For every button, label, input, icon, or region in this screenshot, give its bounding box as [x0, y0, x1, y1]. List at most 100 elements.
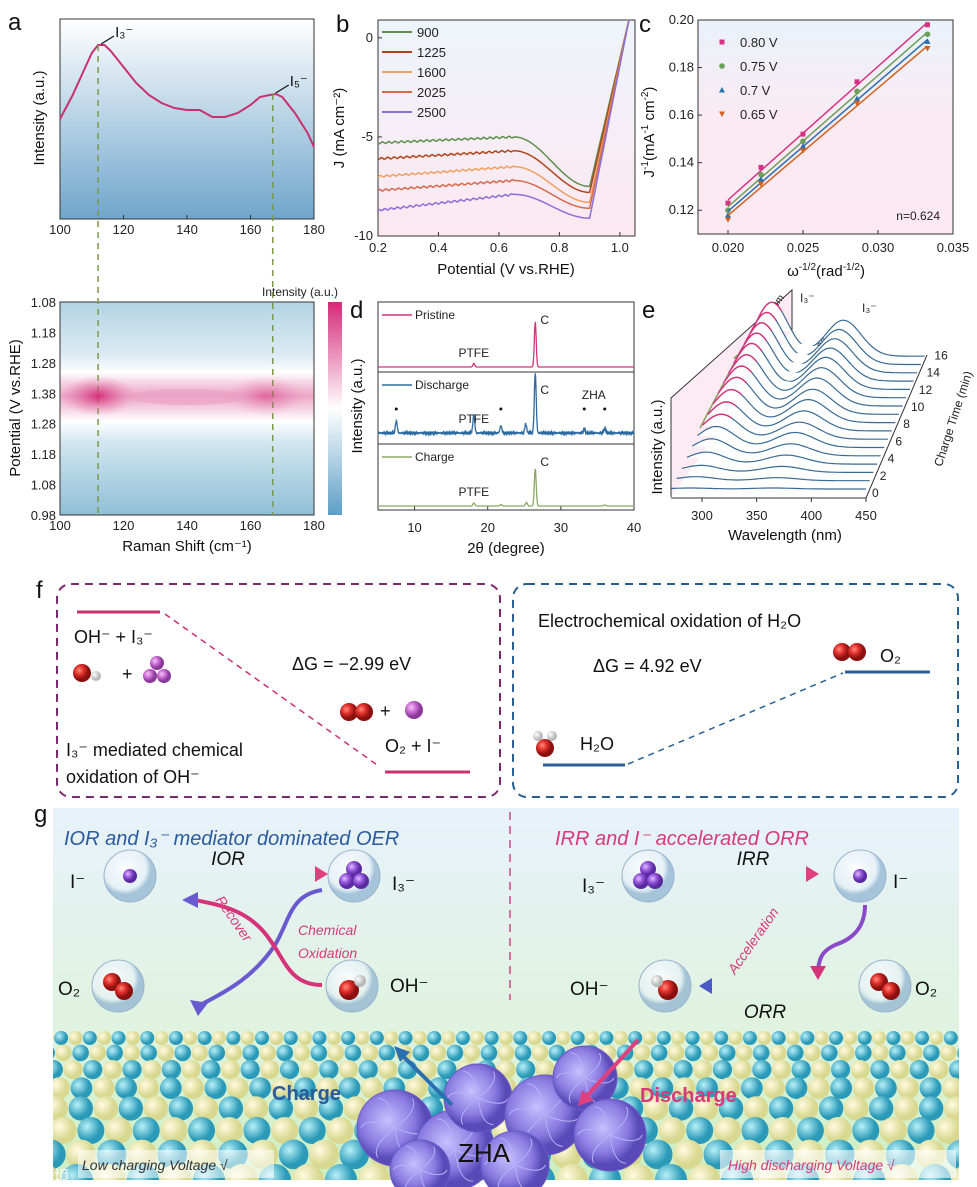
lattice-atom — [53, 1096, 69, 1121]
waterfall-time-axis — [865, 354, 928, 499]
lattice-atom — [298, 1031, 313, 1045]
zha-petal — [419, 1169, 426, 1187]
o2-label: O₂ — [880, 646, 901, 666]
lattice-atom — [958, 1034, 959, 1042]
lattice-atom — [634, 1060, 654, 1080]
lattice-atom — [890, 1060, 910, 1080]
uv-ztick-label: 12 — [919, 383, 933, 397]
uv-peak-highlight — [722, 365, 753, 384]
zha-petal — [570, 1052, 586, 1079]
kl-data-point — [758, 171, 764, 178]
lattice-atom — [299, 1060, 319, 1080]
lattice-atom — [355, 1031, 370, 1045]
kl-data-point — [924, 31, 931, 38]
lattice-atom — [338, 1077, 361, 1099]
lattice-atom — [585, 1031, 600, 1045]
kl-ytick-label: 0.12 — [669, 202, 694, 217]
heatmap-hotspot — [228, 376, 305, 416]
lattice-atom — [752, 1044, 770, 1062]
lattice-atom — [642, 1031, 657, 1045]
zha-peak-marker — [499, 407, 503, 411]
lattice-atom — [943, 1031, 958, 1045]
lattice-atom — [742, 1031, 757, 1045]
uv-spectrum-t3 — [686, 451, 877, 465]
lattice-atom — [412, 1031, 427, 1045]
peak-360-species: I₃⁻ — [862, 301, 877, 315]
o2-label: O₂ — [915, 979, 937, 1000]
uv-ztick-label: 14 — [927, 366, 941, 380]
lsv-ytick-label: 0 — [366, 30, 373, 45]
recover-curve-arrow — [194, 898, 323, 987]
uv-xtick-label: 300 — [691, 508, 713, 523]
lsv-curve-1225 — [377, 19, 630, 194]
lattice-atom — [326, 1031, 341, 1045]
lattice-atom — [843, 1031, 858, 1045]
lattice-atom — [204, 1077, 227, 1099]
annotation-arrow — [275, 84, 290, 94]
lattice-atom — [53, 1060, 63, 1080]
lattice-atom — [220, 1060, 241, 1080]
lattice-atom — [338, 1060, 359, 1080]
legend-label: 900 — [417, 25, 439, 40]
low-voltage-label: Low charging Voltage √ — [82, 1157, 228, 1173]
lattice-atom — [684, 1044, 702, 1062]
lattice-atom — [918, 1096, 944, 1121]
lattice-atom — [824, 1117, 852, 1144]
lattice-atom — [673, 1139, 703, 1170]
uv-spectrum-t4 — [691, 438, 881, 457]
lattice-atom — [807, 1077, 830, 1099]
lattice-atom — [516, 1060, 536, 1080]
lattice-atom — [174, 1044, 192, 1062]
zha-petal — [462, 1070, 479, 1099]
kl-ylabel-sup: -2 — [640, 91, 651, 100]
lattice-atom — [53, 1077, 70, 1099]
lattice-atom — [72, 1044, 89, 1062]
iodide-label: I⁻ — [893, 872, 908, 893]
zha-petal — [514, 1164, 523, 1187]
kl-data-point — [854, 95, 860, 101]
raman-xtick-label: 180 — [303, 222, 325, 237]
lattice-atom — [271, 1077, 294, 1099]
lattice-atom — [499, 1031, 513, 1045]
lattice-atom — [226, 1031, 241, 1045]
panel-label-a: a — [8, 9, 22, 36]
triiodide-ion-icon — [353, 873, 369, 889]
lattice-atom — [143, 1096, 169, 1121]
lattice-atom — [259, 1044, 277, 1062]
lattice-atom — [796, 1117, 824, 1144]
lattice-atom — [361, 1044, 379, 1062]
plus-sign: + — [122, 664, 133, 684]
legend-marker — [719, 63, 725, 69]
lattice-atom — [361, 1077, 383, 1099]
lattice-atom — [791, 1060, 811, 1080]
zha-petal — [584, 1052, 602, 1079]
discharge-arrow-head — [578, 1090, 594, 1106]
lattice-atom — [897, 1077, 920, 1099]
lattice-atom — [653, 1060, 674, 1080]
triiodide-ion-icon — [339, 873, 355, 889]
uv-peak-highlight — [707, 401, 738, 415]
lattice-atom — [555, 1164, 589, 1180]
heatmap-ytick-label: 0.98 — [31, 508, 56, 523]
heatmap-xtick-label: 140 — [176, 518, 198, 533]
peak-label: PTFE — [458, 485, 489, 499]
annotation-arrow — [100, 35, 115, 45]
lattice-atom — [741, 1117, 769, 1144]
lattice-atom — [868, 1096, 894, 1121]
kl-data-point — [924, 38, 931, 44]
lattice-atom — [743, 1096, 769, 1121]
lattice-atom — [818, 1096, 844, 1121]
oxidation-label: Oxidation — [298, 945, 357, 961]
uv-spectrum-t1 — [676, 476, 870, 482]
lattice-atom — [843, 1096, 869, 1121]
lattice-atom — [535, 1060, 555, 1080]
lattice-atom — [870, 1060, 890, 1080]
zha-petal — [460, 1097, 479, 1125]
zha-petal — [568, 1077, 586, 1104]
lattice-atom — [886, 1031, 901, 1045]
zha-petal — [392, 1164, 421, 1171]
panel-label-d: d — [350, 297, 363, 324]
irr-arrow-head — [806, 866, 819, 882]
lattice-atom — [412, 1044, 430, 1062]
kl-ytick-label: 0.14 — [669, 155, 694, 170]
